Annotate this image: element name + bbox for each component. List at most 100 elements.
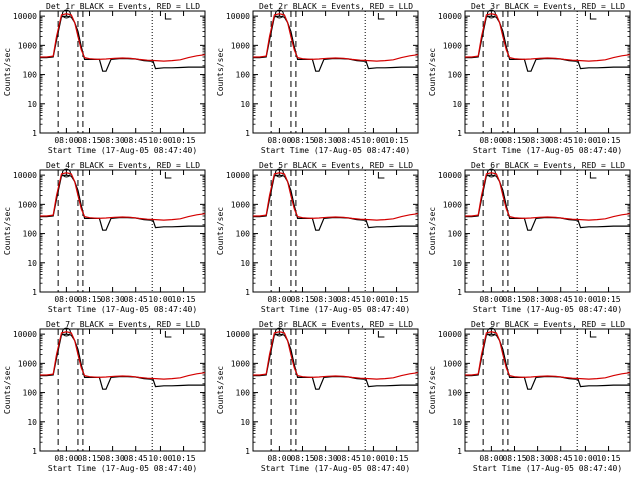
y-axis-label: Counts/sec <box>3 207 12 255</box>
corner-bracket-marker <box>377 172 385 179</box>
y-axis-label: Counts/sec <box>3 366 12 414</box>
y-tick-label: 10 <box>452 100 462 109</box>
x-tick-label: 08:00 <box>479 454 503 463</box>
y-tick-label: 10 <box>452 418 462 427</box>
plot-frame <box>252 169 419 293</box>
x-axis-label: Start Time (17-Aug-05 08:47:40) <box>48 464 197 473</box>
corner-bracket-marker <box>164 13 172 20</box>
y-tick-label: 1 <box>32 288 37 297</box>
x-tick-label: 10:15 <box>172 295 196 304</box>
x-tick-label: 08:30 <box>101 295 125 304</box>
series-lld-line <box>253 172 419 221</box>
series-lld-line <box>40 172 206 221</box>
series-events-line <box>253 174 418 231</box>
x-tick-label: 08:15 <box>77 295 101 304</box>
x-tick-label: 08:00 <box>267 136 291 145</box>
panel-3: Det 3r BLACK = Events, RED = LLD Counts/s… <box>428 2 631 155</box>
panel-title: Det 4r BLACK = Events, RED = LLD <box>46 161 200 170</box>
panel-2: Det 2r BLACK = Events, RED = LLD Counts/s… <box>216 2 419 155</box>
x-tick-label: 10:00 <box>148 295 172 304</box>
series-lld-line <box>253 331 419 380</box>
peak-circle-marker <box>486 327 496 337</box>
x-tick-label: 08:30 <box>101 136 125 145</box>
y-tick-label: 100 <box>448 230 463 239</box>
peak-circle-marker <box>486 168 496 178</box>
y-tick-label: 10000 <box>438 330 462 339</box>
x-tick-label: 08:30 <box>314 295 338 304</box>
y-tick-label: 1000 <box>18 359 37 368</box>
plot-frame <box>39 328 206 452</box>
panel-4: Det 4r BLACK = Events, RED = LLD Counts/s… <box>3 161 206 314</box>
panel-title: Det 2r BLACK = Events, RED = LLD <box>259 2 413 11</box>
corner-bracket-marker <box>377 13 385 20</box>
x-tick-label: 08:15 <box>77 454 101 463</box>
y-tick-label: 10000 <box>226 12 250 21</box>
y-tick-label: 1000 <box>443 200 462 209</box>
peak-circle-marker <box>61 9 71 19</box>
y-tick-label: 100 <box>236 71 251 80</box>
x-tick-label: 08:00 <box>54 295 78 304</box>
x-tick-label: 08:45 <box>337 454 361 463</box>
y-tick-label: 10000 <box>226 330 250 339</box>
series-lld-line <box>40 331 206 380</box>
y-tick-label: 1 <box>245 288 250 297</box>
panel-7: Det 7r BLACK = Events, RED = LLD Counts/s… <box>3 320 206 473</box>
x-tick-label: 10:15 <box>172 454 196 463</box>
x-tick-label: 08:30 <box>314 454 338 463</box>
x-tick-label: 08:00 <box>479 295 503 304</box>
y-tick-label: 100 <box>236 389 251 398</box>
panel-5: Det 5r BLACK = Events, RED = LLD Counts/s… <box>216 161 419 314</box>
plot-frame <box>252 10 419 134</box>
peak-circle-marker <box>61 327 71 337</box>
series-events-line <box>253 15 418 72</box>
y-axis-label: Counts/sec <box>216 366 225 414</box>
x-tick-label: 10:15 <box>597 136 621 145</box>
series-events-line <box>40 15 205 72</box>
y-tick-label: 1000 <box>18 200 37 209</box>
x-axis-label: Start Time (17-Aug-05 08:47:40) <box>473 305 622 314</box>
y-axis-label: Counts/sec <box>3 48 12 96</box>
series-lld-line <box>40 13 206 62</box>
x-axis-label: Start Time (17-Aug-05 08:47:40) <box>261 305 410 314</box>
x-tick-label: 08:15 <box>502 295 526 304</box>
x-tick-label: 10:00 <box>148 136 172 145</box>
y-tick-label: 1 <box>457 288 462 297</box>
y-tick-label: 100 <box>448 71 463 80</box>
series-lld-line <box>465 13 631 62</box>
series-events-line <box>40 174 205 231</box>
y-tick-label: 1000 <box>443 41 462 50</box>
panel-title: Det 9r BLACK = Events, RED = LLD <box>471 320 625 329</box>
y-tick-label: 10 <box>27 100 37 109</box>
panel-title: Det 5r BLACK = Events, RED = LLD <box>259 161 413 170</box>
peak-circle-marker <box>274 9 284 19</box>
x-tick-label: 08:45 <box>549 295 573 304</box>
y-tick-label: 100 <box>23 71 38 80</box>
y-tick-label: 10000 <box>438 12 462 21</box>
x-tick-label: 10:00 <box>573 295 597 304</box>
x-tick-label: 10:00 <box>573 454 597 463</box>
x-tick-label: 10:15 <box>597 454 621 463</box>
y-tick-label: 10000 <box>13 12 37 21</box>
y-tick-label: 1 <box>32 129 37 138</box>
x-axis-label: Start Time (17-Aug-05 08:47:40) <box>261 464 410 473</box>
x-tick-label: 10:00 <box>361 295 385 304</box>
x-tick-label: 08:30 <box>526 295 550 304</box>
y-tick-label: 1 <box>245 129 250 138</box>
x-tick-label: 08:45 <box>124 454 148 463</box>
panel-9: Det 9r BLACK = Events, RED = LLD Counts/s… <box>428 320 631 473</box>
plot-frame <box>464 328 631 452</box>
x-tick-label: 10:00 <box>361 136 385 145</box>
y-tick-label: 10000 <box>438 171 462 180</box>
y-tick-label: 1 <box>457 129 462 138</box>
x-tick-label: 08:00 <box>479 136 503 145</box>
peak-circle-marker <box>274 168 284 178</box>
y-axis-label: Counts/sec <box>428 366 437 414</box>
y-tick-label: 10000 <box>13 330 37 339</box>
x-tick-label: 08:15 <box>502 136 526 145</box>
peak-circle-marker <box>61 168 71 178</box>
y-tick-label: 10 <box>27 259 37 268</box>
corner-bracket-marker <box>164 331 172 338</box>
x-tick-label: 10:15 <box>172 136 196 145</box>
panel-title: Det 1r BLACK = Events, RED = LLD <box>46 2 200 11</box>
y-tick-label: 10 <box>452 259 462 268</box>
